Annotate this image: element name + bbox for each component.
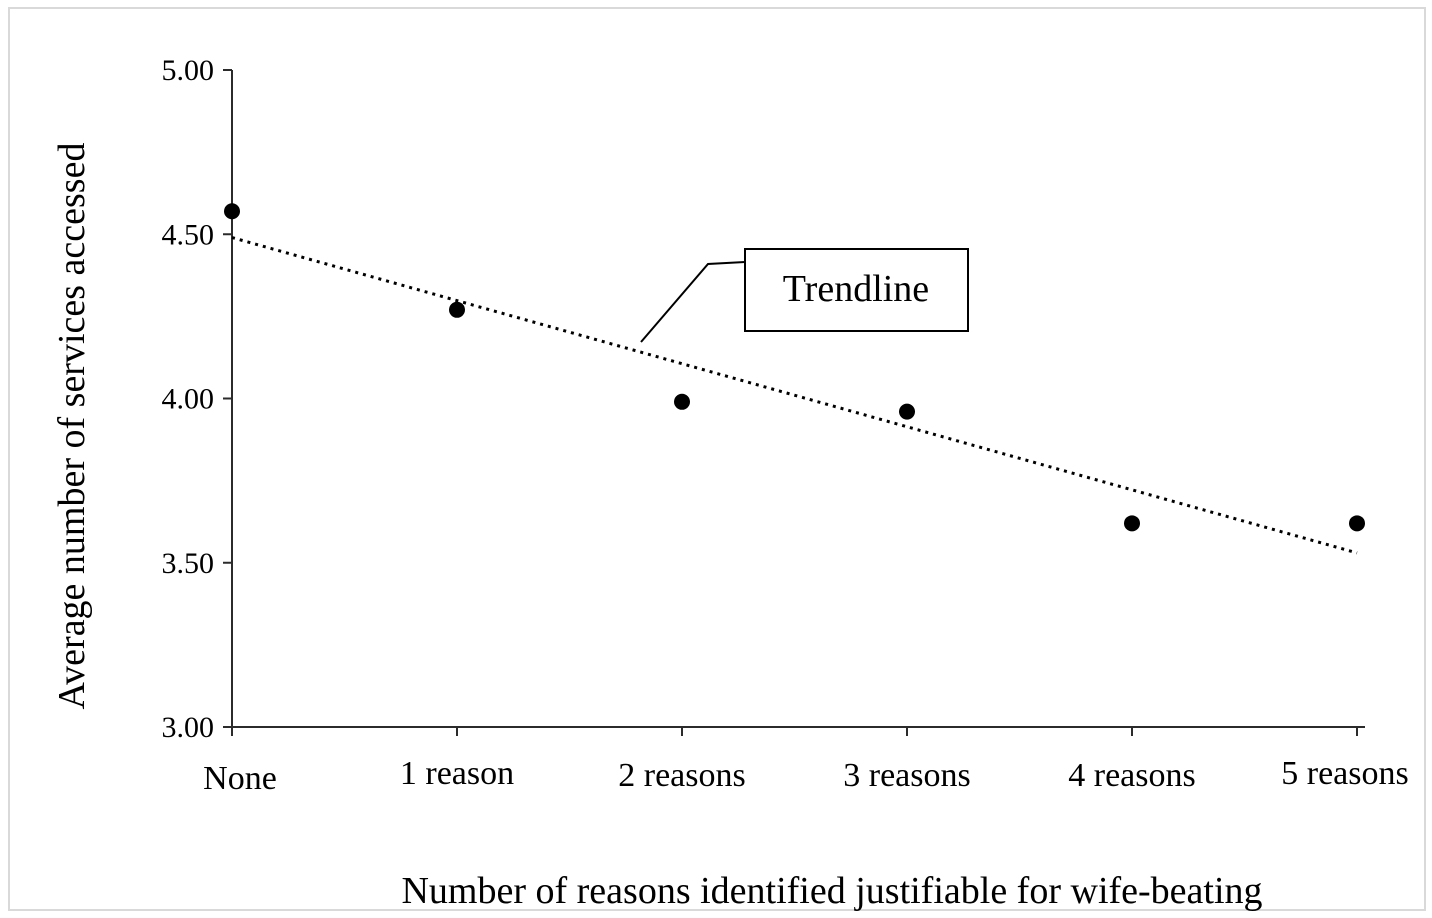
tick-labels: 3.00 3.50 4.00 4.50 5.00 None 1 reason 2 reason… bbox=[162, 54, 1409, 797]
y-tick-label: 3.50 bbox=[162, 547, 215, 580]
callout-leader-line bbox=[640, 261, 746, 343]
x-tick-label: 4 reasons bbox=[1068, 757, 1195, 794]
y-axis-title: Average number of services accessed bbox=[51, 143, 93, 710]
x-tick-label: 2 reasons bbox=[618, 757, 745, 794]
trendline-group bbox=[231, 236, 1358, 555]
x-tick-label: 3 reasons bbox=[843, 757, 970, 794]
x-tick-label: 5 reasons bbox=[1281, 755, 1408, 792]
data-point bbox=[1124, 515, 1140, 532]
y-tick-label: 4.00 bbox=[162, 383, 215, 416]
data-point bbox=[674, 393, 690, 410]
data-point bbox=[449, 301, 465, 318]
axes bbox=[223, 69, 1365, 736]
trendline bbox=[231, 236, 1358, 555]
chart-frame bbox=[8, 7, 1426, 911]
data-point bbox=[1349, 515, 1365, 532]
y-tick-label: 4.50 bbox=[162, 218, 215, 251]
y-tick-label: 3.00 bbox=[162, 711, 215, 744]
callout-box bbox=[744, 248, 969, 332]
data-point bbox=[224, 203, 240, 220]
data-points bbox=[224, 203, 1365, 532]
trendline-callout: Trendline bbox=[640, 248, 969, 343]
callout-label: Trendline bbox=[783, 268, 929, 310]
data-point bbox=[899, 403, 915, 420]
y-tick-label: 5.00 bbox=[162, 54, 215, 87]
x-axis-title: Number of reasons identified justifiable… bbox=[401, 870, 1262, 912]
x-tick-label: None bbox=[203, 760, 277, 797]
x-tick-label: 1 reason bbox=[400, 755, 514, 792]
